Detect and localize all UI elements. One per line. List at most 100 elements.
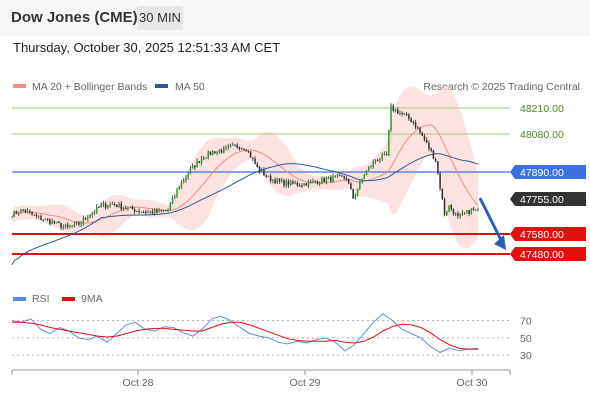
candle-body (272, 179, 274, 181)
candle-body (140, 211, 143, 213)
candle-body (46, 218, 49, 220)
candle-body (363, 174, 366, 179)
candle-body (93, 211, 96, 213)
candle-body (434, 158, 437, 162)
candle-body (153, 209, 156, 214)
candle-body (278, 178, 281, 182)
price-tag-47755.00 (510, 192, 586, 206)
candle-body (95, 206, 98, 212)
candle-body (162, 210, 165, 212)
candle-body (260, 169, 263, 172)
candle-body (198, 161, 201, 163)
candle-body (468, 210, 470, 214)
candle-body (11, 216, 13, 218)
candle-body (44, 218, 47, 220)
candle-body (347, 179, 350, 184)
candle-body (314, 180, 317, 182)
candle-body (356, 188, 359, 195)
candle-body (98, 206, 100, 208)
candle-body (472, 208, 475, 211)
candle-body (292, 181, 294, 184)
candle-body (410, 118, 412, 123)
candle-body (454, 213, 457, 215)
candle-body (327, 176, 330, 179)
candle-body (227, 146, 230, 148)
candle-body (457, 213, 459, 217)
candle-body (53, 221, 56, 224)
candle-body (158, 209, 160, 213)
candle-body (160, 209, 163, 211)
candle-body (200, 158, 203, 163)
candle-body (408, 114, 410, 119)
candle-body (439, 173, 441, 189)
candle-body (182, 180, 185, 183)
candle-body (443, 199, 446, 216)
candle-body (40, 215, 42, 220)
bollinger-band-area (12, 85, 478, 249)
ma50-line (11, 153, 479, 266)
candle-body (252, 157, 254, 159)
candle-body (446, 211, 448, 216)
candle-body (80, 222, 82, 225)
candle-body (254, 158, 256, 165)
candle-body (249, 151, 252, 158)
header-bar: Dow Jones (CME) 30 MIN (0, 0, 590, 36)
candle-body (37, 215, 40, 217)
candle-body (165, 210, 167, 212)
candle-body (111, 203, 114, 205)
candle-body (423, 136, 426, 140)
candle-body (26, 210, 29, 213)
candle-body (354, 194, 357, 199)
candle-body (309, 181, 312, 183)
instrument-title: Dow Jones (CME) (11, 9, 138, 26)
candle-body (178, 187, 181, 190)
candle-body (176, 189, 178, 197)
candle-body (477, 209, 479, 211)
candle-body (318, 182, 321, 184)
candle-body (341, 175, 343, 177)
candle-body (421, 132, 424, 137)
candle-body (109, 204, 111, 207)
candle-body (245, 149, 247, 151)
candle-body (236, 144, 238, 148)
candle-body (325, 178, 328, 183)
candle-body (229, 145, 232, 147)
candle-body (55, 221, 58, 224)
candle-body (113, 203, 116, 206)
candle-body (189, 168, 192, 174)
candle-body (104, 203, 107, 208)
timeframe-button[interactable]: 30 MIN (137, 6, 183, 30)
candle-body (89, 215, 91, 218)
candle-body (29, 210, 31, 213)
candle-body (401, 112, 403, 114)
rsi-tick-70: 70 (520, 316, 532, 328)
candle-body (17, 213, 20, 215)
candle-body (461, 213, 464, 215)
candle-body (243, 148, 245, 150)
candle-body (180, 182, 183, 188)
candle-body (367, 167, 370, 171)
candle-body (312, 180, 314, 182)
candle-body (58, 221, 60, 224)
price-panel (11, 85, 510, 266)
candle-body (205, 157, 207, 159)
candle-body (276, 178, 279, 184)
candle-body (22, 209, 24, 211)
candle-body (321, 178, 323, 183)
candle-body (361, 178, 363, 182)
candle-body (145, 212, 147, 214)
candle-body (238, 147, 241, 150)
candle-body (332, 176, 334, 182)
candle-body (414, 122, 417, 128)
candle-body (20, 209, 22, 214)
candle-body (15, 210, 18, 214)
candle-body (303, 183, 305, 186)
ma20-legend-label: MA 20 + Bollinger Bands (32, 81, 147, 93)
candle-body (120, 203, 123, 209)
candle-body (124, 207, 127, 209)
candle-body (323, 178, 325, 183)
candle-body (82, 218, 85, 223)
candle-body (283, 180, 285, 186)
candle-body (352, 189, 354, 199)
candle-body (298, 185, 301, 187)
